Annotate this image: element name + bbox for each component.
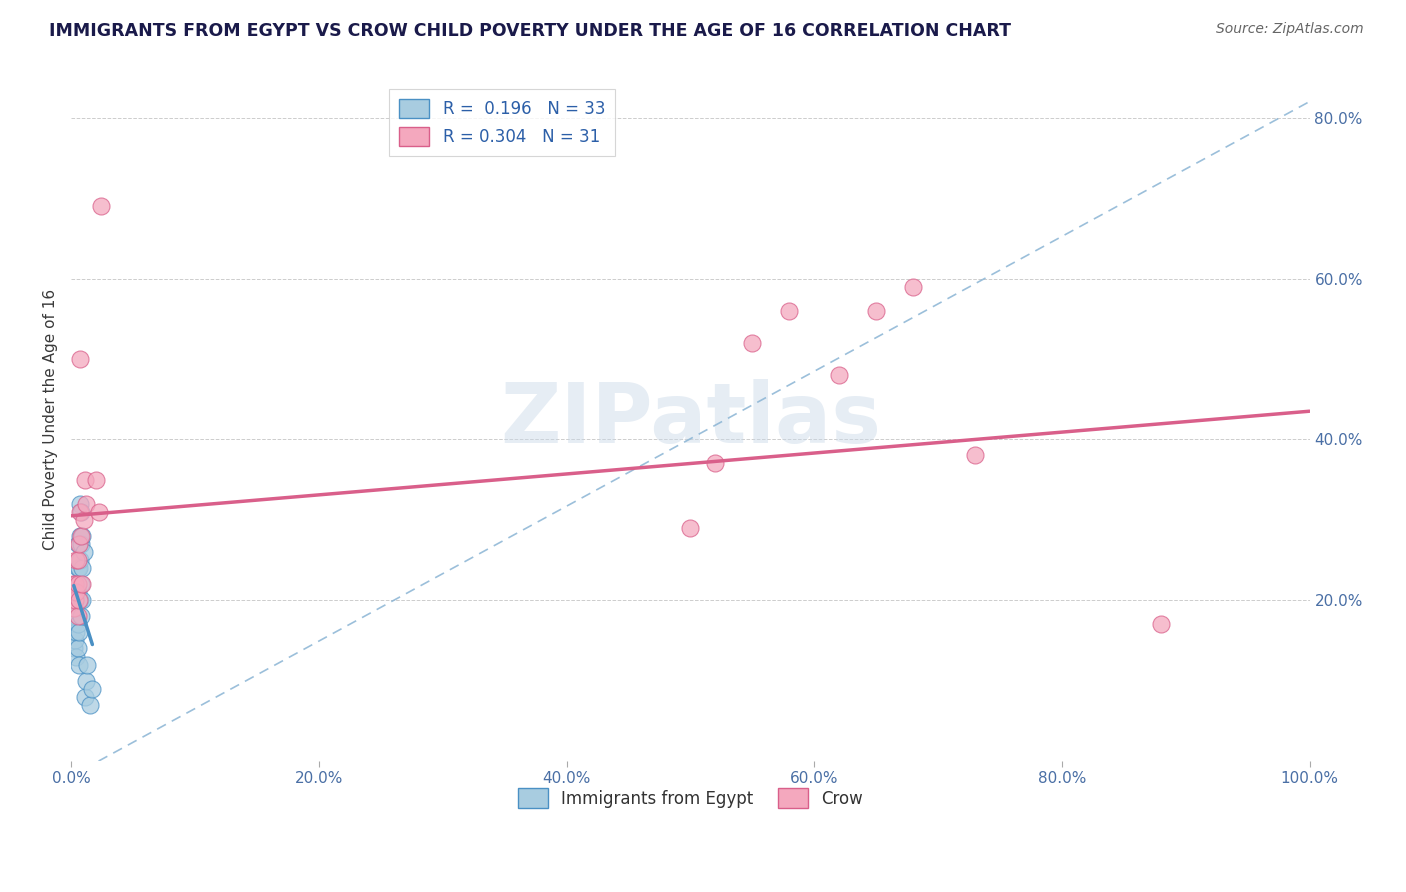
Point — [828, 368, 851, 382]
Point — [87, 505, 110, 519]
Point — [69, 529, 91, 543]
Point — [75, 497, 97, 511]
Point — [903, 279, 925, 293]
Point — [704, 457, 727, 471]
Point — [67, 537, 90, 551]
Point — [72, 577, 94, 591]
Text: ZIPatlas: ZIPatlas — [501, 379, 882, 459]
Point — [65, 625, 87, 640]
Point — [75, 673, 97, 688]
Point — [63, 577, 86, 591]
Point — [69, 505, 91, 519]
Point — [62, 585, 84, 599]
Point — [679, 521, 702, 535]
Point — [72, 529, 94, 543]
Point — [69, 553, 91, 567]
Point — [779, 303, 801, 318]
Point — [66, 561, 89, 575]
Point — [67, 561, 90, 575]
Point — [63, 633, 86, 648]
Point — [73, 545, 96, 559]
Point — [66, 585, 89, 599]
Text: IMMIGRANTS FROM EGYPT VS CROW CHILD POVERTY UNDER THE AGE OF 16 CORRELATION CHAR: IMMIGRANTS FROM EGYPT VS CROW CHILD POVE… — [49, 22, 1011, 40]
Point — [70, 537, 93, 551]
Point — [66, 577, 89, 591]
Point — [67, 593, 90, 607]
Point — [66, 609, 89, 624]
Point — [79, 698, 101, 712]
Point — [70, 529, 93, 543]
Point — [65, 553, 87, 567]
Text: Source: ZipAtlas.com: Source: ZipAtlas.com — [1216, 22, 1364, 37]
Point — [73, 513, 96, 527]
Point — [62, 577, 84, 591]
Point — [65, 585, 87, 599]
Point — [69, 593, 91, 607]
Point — [63, 593, 86, 607]
Point — [70, 505, 93, 519]
Point — [66, 553, 89, 567]
Y-axis label: Child Poverty Under the Age of 16: Child Poverty Under the Age of 16 — [44, 289, 58, 549]
Point — [67, 657, 90, 672]
Point — [70, 577, 93, 591]
Point — [62, 601, 84, 615]
Point — [66, 641, 89, 656]
Point — [63, 609, 86, 624]
Point — [69, 351, 91, 366]
Point — [82, 681, 104, 696]
Point — [66, 537, 89, 551]
Legend: Immigrants from Egypt, Crow: Immigrants from Egypt, Crow — [510, 781, 870, 814]
Point — [65, 649, 87, 664]
Point — [73, 690, 96, 704]
Point — [62, 617, 84, 632]
Point — [72, 561, 94, 575]
Point — [66, 617, 89, 632]
Point — [76, 657, 98, 672]
Point — [84, 473, 107, 487]
Point — [67, 625, 90, 640]
Point — [90, 199, 112, 213]
Point — [69, 497, 91, 511]
Point — [62, 641, 84, 656]
Point — [72, 593, 94, 607]
Point — [1150, 617, 1173, 632]
Point — [965, 449, 987, 463]
Point — [67, 593, 90, 607]
Point — [741, 335, 763, 350]
Point — [65, 577, 87, 591]
Point — [73, 473, 96, 487]
Point — [70, 609, 93, 624]
Point — [865, 303, 887, 318]
